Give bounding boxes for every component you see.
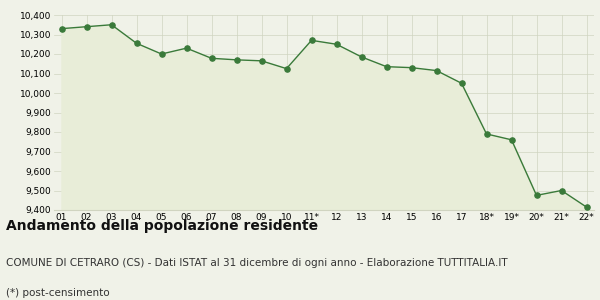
Point <box>56 26 67 31</box>
Point <box>232 57 241 62</box>
Point <box>82 24 91 29</box>
Point <box>482 132 491 136</box>
Point <box>182 46 191 50</box>
Point <box>407 65 416 70</box>
Point <box>257 58 266 63</box>
Point <box>307 38 316 43</box>
Text: Andamento della popolazione residente: Andamento della popolazione residente <box>6 219 318 233</box>
Point <box>282 66 292 71</box>
Point <box>107 22 116 27</box>
Text: (*) post-censimento: (*) post-censimento <box>6 288 110 298</box>
Point <box>206 56 217 61</box>
Point <box>356 55 366 59</box>
Point <box>506 137 516 142</box>
Point <box>557 188 566 193</box>
Point <box>457 81 466 86</box>
Point <box>332 42 341 46</box>
Text: COMUNE DI CETRARO (CS) - Dati ISTAT al 31 dicembre di ogni anno - Elaborazione T: COMUNE DI CETRARO (CS) - Dati ISTAT al 3… <box>6 258 508 268</box>
Point <box>382 64 391 69</box>
Point <box>532 193 541 198</box>
Point <box>132 41 142 46</box>
Point <box>432 68 442 73</box>
Point <box>157 52 166 56</box>
Point <box>582 205 592 209</box>
